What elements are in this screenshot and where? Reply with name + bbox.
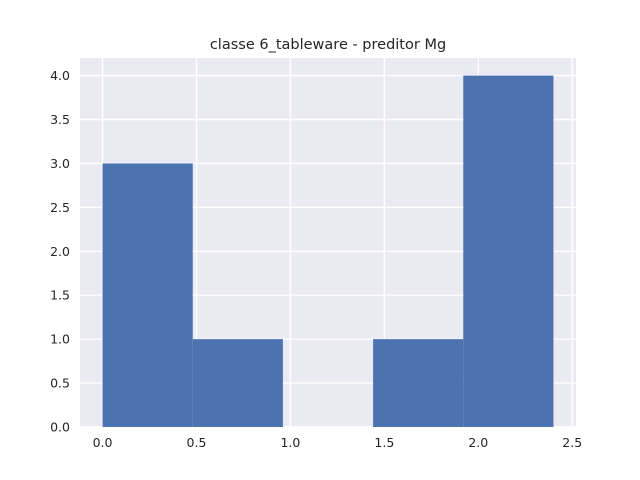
x-tick-label: 1.0 [280,435,300,450]
x-tick-label: 2.0 [468,435,488,450]
y-tick-label: 3.0 [50,156,70,171]
x-tick-label: 2.5 [562,435,582,450]
histogram-bar-4 [463,75,554,428]
y-tick-label: 1.0 [50,332,70,347]
x-tick-label: 0.5 [187,435,207,450]
x-tick-label: 0.0 [93,435,113,450]
histogram-bar-1 [192,339,283,427]
y-tick-label: 1.5 [50,288,70,303]
histogram-bar-0 [102,163,193,427]
y-tick-label: 0.0 [50,420,70,435]
chart-title: classe 6_tableware - preditor Mg [210,37,446,53]
x-tick-label: 1.5 [374,435,394,450]
y-tick-label: 2.0 [50,244,70,259]
y-tick-label: 2.5 [50,200,70,215]
x-axis-ticks: 0.0 0.5 1.0 1.5 2.0 2.5 [93,435,583,450]
y-axis-ticks: 0.0 0.5 1.0 1.5 2.0 2.5 3.0 3.5 4.0 [50,68,70,434]
bars [102,75,554,428]
histogram-bar-3 [373,339,464,427]
y-tick-label: 4.0 [50,68,70,83]
y-tick-label: 3.5 [50,112,70,127]
y-tick-label: 0.5 [50,376,70,391]
